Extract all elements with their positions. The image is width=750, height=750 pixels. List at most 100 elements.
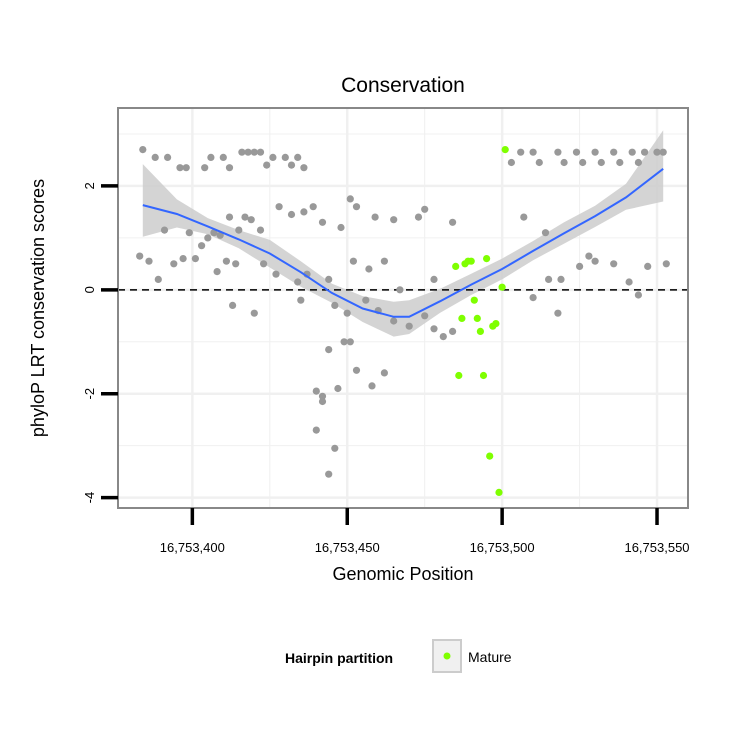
other-point-1 — [151, 153, 159, 161]
other-point-54 — [371, 213, 379, 221]
other-point-36 — [160, 226, 169, 234]
other-point-41 — [225, 213, 234, 221]
other-point-29 — [610, 148, 618, 156]
other-point-77 — [325, 275, 333, 283]
other-point-118 — [325, 470, 333, 478]
other-point-32 — [634, 158, 643, 167]
other-point-86 — [591, 257, 599, 265]
other-point-61 — [585, 252, 593, 260]
other-point-0 — [139, 146, 147, 154]
mature-point-1 — [452, 262, 460, 270]
other-point-34 — [653, 148, 661, 156]
other-point-42 — [235, 226, 243, 234]
other-point-72 — [232, 260, 240, 268]
mature-point-12 — [495, 488, 503, 496]
other-point-6 — [207, 153, 215, 161]
other-point-84 — [557, 275, 565, 283]
other-point-62 — [644, 262, 652, 270]
other-point-21 — [529, 148, 537, 156]
other-point-66 — [170, 260, 178, 268]
other-point-65 — [154, 275, 162, 283]
other-point-43 — [241, 213, 249, 221]
legend-mature-marker — [443, 652, 451, 660]
x-tick-label-2: 16,753,500 — [470, 540, 535, 555]
y-axis: -4 -2 0 2 — [82, 182, 118, 503]
other-point-50 — [318, 218, 327, 226]
other-point-85 — [576, 262, 584, 270]
other-point-69 — [198, 242, 206, 250]
mature-point-0 — [501, 146, 509, 154]
other-point-44 — [247, 216, 255, 224]
other-point-26 — [579, 158, 587, 167]
other-point-49 — [309, 203, 317, 211]
confidence-band — [142, 130, 664, 337]
other-point-109 — [334, 384, 342, 393]
other-point-38 — [204, 234, 212, 242]
other-point-75 — [294, 278, 302, 286]
other-point-7 — [219, 153, 227, 161]
x-axis: 16,753,400 16,753,450 16,753,500 16,753,550 — [160, 508, 690, 555]
legend-mature-label: Mature — [468, 649, 512, 665]
other-point-108 — [325, 346, 333, 354]
other-point-35 — [659, 148, 667, 156]
other-point-11 — [250, 148, 258, 156]
x-tick-label-1: 16,753,450 — [315, 540, 380, 555]
other-point-89 — [662, 260, 670, 268]
y-tick-label-2: 0 — [82, 286, 97, 293]
other-point-4 — [182, 164, 190, 172]
other-point-92 — [297, 296, 305, 304]
chart-title: Conservation — [341, 74, 465, 97]
mature-point-4 — [470, 296, 478, 304]
other-point-99 — [421, 312, 429, 320]
other-point-40 — [216, 231, 224, 239]
other-point-33 — [641, 148, 649, 156]
other-point-110 — [340, 338, 348, 346]
mature-point-15 — [461, 260, 469, 268]
other-point-18 — [300, 164, 308, 172]
other-point-12 — [256, 148, 265, 156]
mature-point-14 — [455, 371, 463, 380]
other-point-112 — [352, 366, 361, 374]
y-tick-label-3: 2 — [82, 182, 97, 189]
mature-point-9 — [486, 452, 494, 460]
other-point-48 — [300, 208, 308, 216]
smooth-trend-line — [142, 168, 664, 318]
other-point-53 — [352, 203, 361, 211]
other-point-28 — [597, 158, 605, 167]
other-point-39 — [210, 229, 218, 237]
other-point-67 — [179, 255, 187, 263]
mature-point-13 — [498, 283, 506, 291]
legend-title: Hairpin partition — [285, 650, 393, 666]
grid-lines — [118, 108, 688, 508]
x-tick-label-3: 16,753,550 — [624, 540, 689, 555]
other-point-8 — [225, 164, 234, 172]
mature-point-2 — [458, 314, 466, 322]
other-point-59 — [520, 213, 528, 221]
other-point-27 — [591, 148, 599, 156]
other-point-63 — [136, 252, 144, 260]
other-point-16 — [287, 161, 296, 169]
x-axis-title: Genomic Position — [332, 564, 473, 584]
other-point-101 — [439, 333, 447, 341]
mature-point-16 — [467, 257, 475, 265]
other-point-15 — [281, 153, 289, 161]
other-point-111 — [346, 338, 354, 346]
other-point-19 — [507, 158, 515, 167]
other-point-10 — [244, 148, 252, 156]
other-point-74 — [272, 270, 280, 278]
other-point-24 — [560, 158, 568, 167]
other-point-97 — [390, 317, 398, 325]
other-point-68 — [191, 255, 199, 263]
other-point-30 — [616, 158, 624, 167]
other-point-106 — [312, 387, 320, 395]
other-point-73 — [260, 260, 268, 268]
other-point-113 — [368, 382, 376, 390]
other-point-60 — [541, 229, 550, 237]
x-tick-label-0: 16,753,400 — [160, 540, 225, 555]
other-point-116 — [318, 397, 327, 406]
other-point-98 — [405, 322, 413, 330]
mature-point-6 — [476, 327, 484, 335]
other-point-45 — [256, 226, 265, 234]
other-point-37 — [185, 229, 193, 237]
other-point-31 — [628, 148, 636, 156]
